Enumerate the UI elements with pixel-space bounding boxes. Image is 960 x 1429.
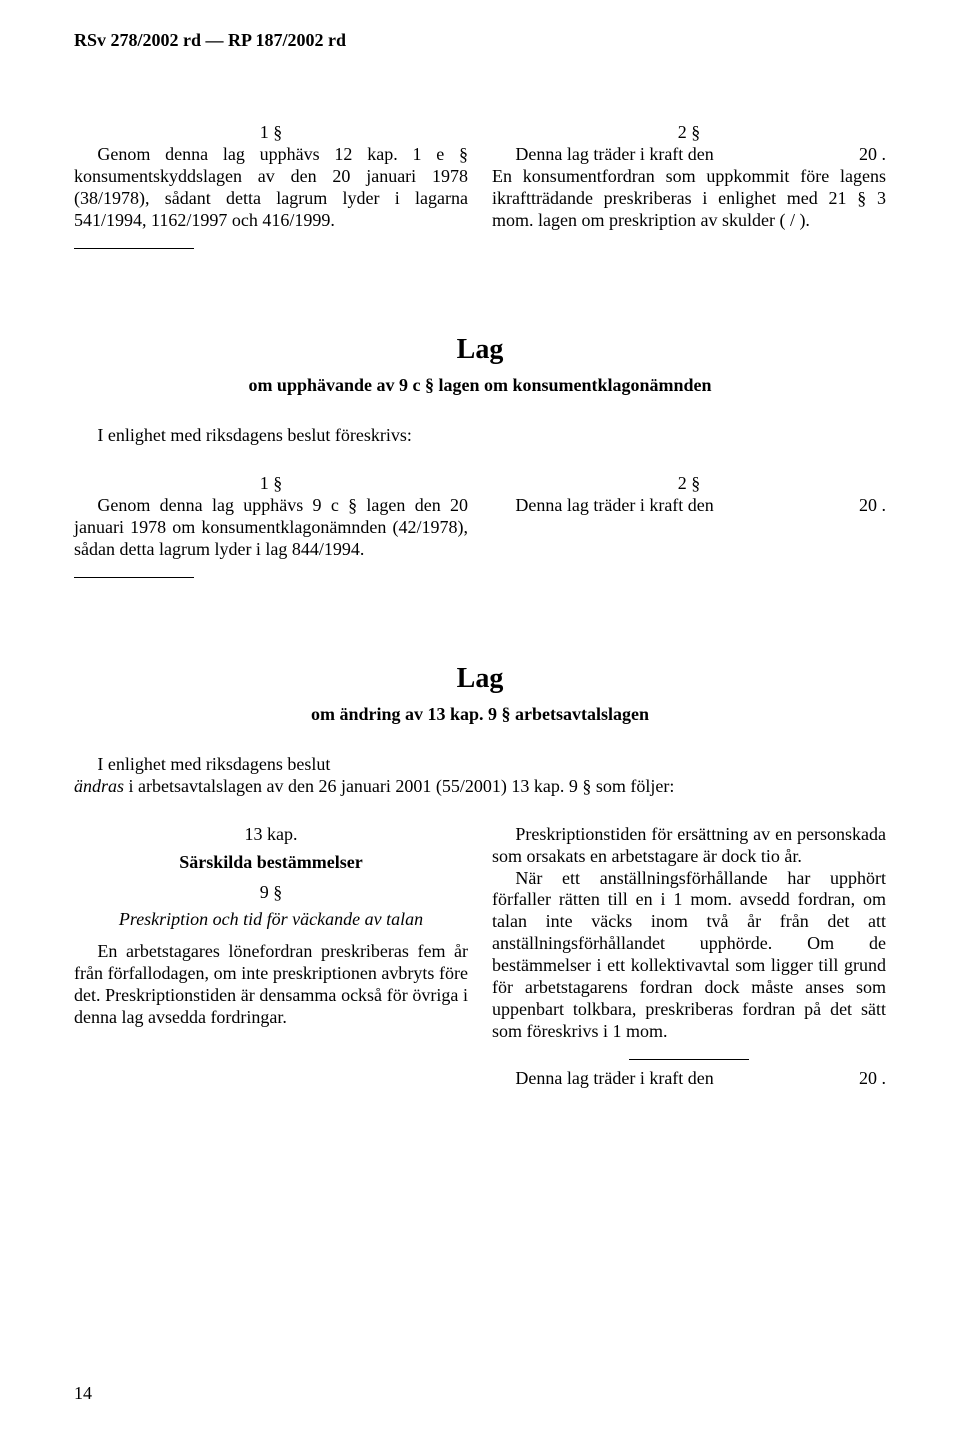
block-3-left: 13 kap. Särskilda bestämmelser 9 § Presk…: [74, 824, 468, 1090]
law2-entry-line: Denna lag träder i kraft den 20 .: [492, 495, 886, 517]
block-2: 1 § Genom denna lag upphävs 9 c § lagen …: [74, 473, 886, 578]
law3-intro-rest: i arbetsavtalslagen av den 26 januari 20…: [124, 776, 674, 796]
law3-section-num: 9 §: [74, 882, 468, 904]
law3-intro-andras: ändras: [74, 776, 124, 796]
law-2-title: Lag: [74, 333, 886, 367]
chapter-label: 13 kap.: [74, 824, 468, 846]
law3-right-p2: När ett anställningsförhållande har upph…: [492, 868, 886, 1044]
section-2-body: En konsumentfordran som uppkommit före l…: [492, 166, 886, 232]
block-2-left: 1 § Genom denna lag upphävs 9 c § lagen …: [74, 473, 468, 578]
law3-intro-line1: I enlighet med riksdagens beslut: [74, 754, 886, 776]
law3-left-body: En arbetstagares lönefordran preskribera…: [74, 941, 468, 1029]
law3-entry-line: Denna lag träder i kraft den 20 .: [492, 1068, 886, 1090]
divider-rule: [74, 248, 194, 249]
divider-rule: [629, 1059, 749, 1060]
entry-text-a: Denna lag träder i kraft den: [492, 144, 714, 166]
law2-section-1-body: Genom denna lag upphävs 9 c § lagen den …: [74, 495, 468, 561]
law3-section-heading: Preskription och tid för väckande av tal…: [74, 909, 468, 931]
law-2-intro: I enlighet med riksdagens beslut föreskr…: [74, 425, 886, 447]
entry-into-force-line: Denna lag träder i kraft den 20 .: [492, 144, 886, 166]
divider-rule: [74, 577, 194, 578]
law2-section-2-num: 2 §: [492, 473, 886, 495]
page: RSv 278/2002 rd — RP 187/2002 rd 1 § Gen…: [0, 0, 960, 1429]
block-3: 13 kap. Särskilda bestämmelser 9 § Presk…: [74, 824, 886, 1090]
law-3-title: Lag: [74, 662, 886, 696]
law-2-subtitle: om upphävande av 9 c § lagen om konsumen…: [74, 375, 886, 397]
block-3-right: Preskriptionstiden för ersättning av en …: [492, 824, 886, 1090]
block-1: 1 § Genom denna lag upphävs 12 kap. 1 e …: [74, 122, 886, 249]
law3-intro-line2: ändras i arbetsavtalslagen av den 26 jan…: [74, 776, 886, 798]
law3-entry-b: 20 .: [859, 1068, 886, 1090]
law3-entry-a: Denna lag träder i kraft den: [492, 1068, 714, 1090]
section-2-num: 2 §: [492, 122, 886, 144]
chapter-title: Särskilda bestämmelser: [74, 852, 468, 874]
section-1-num: 1 §: [74, 122, 468, 144]
block-1-right: 2 § Denna lag träder i kraft den 20 . En…: [492, 122, 886, 249]
section-1-body: Genom denna lag upphävs 12 kap. 1 e § ko…: [74, 144, 468, 232]
law-3-intro: I enlighet med riksdagens beslut ändras …: [74, 754, 886, 798]
law-3-subtitle: om ändring av 13 kap. 9 § arbetsavtalsla…: [74, 704, 886, 726]
law2-section-1-num: 1 §: [74, 473, 468, 495]
doc-header: RSv 278/2002 rd — RP 187/2002 rd: [74, 30, 886, 52]
block-2-right: 2 § Denna lag träder i kraft den 20 .: [492, 473, 886, 578]
page-number: 14: [74, 1383, 92, 1405]
block-1-left: 1 § Genom denna lag upphävs 12 kap. 1 e …: [74, 122, 468, 249]
entry-text-b: 20 .: [859, 144, 886, 166]
law2-entry-b: 20 .: [859, 495, 886, 517]
law2-entry-a: Denna lag träder i kraft den: [492, 495, 714, 517]
law3-right-p1: Preskriptionstiden för ersättning av en …: [492, 824, 886, 868]
